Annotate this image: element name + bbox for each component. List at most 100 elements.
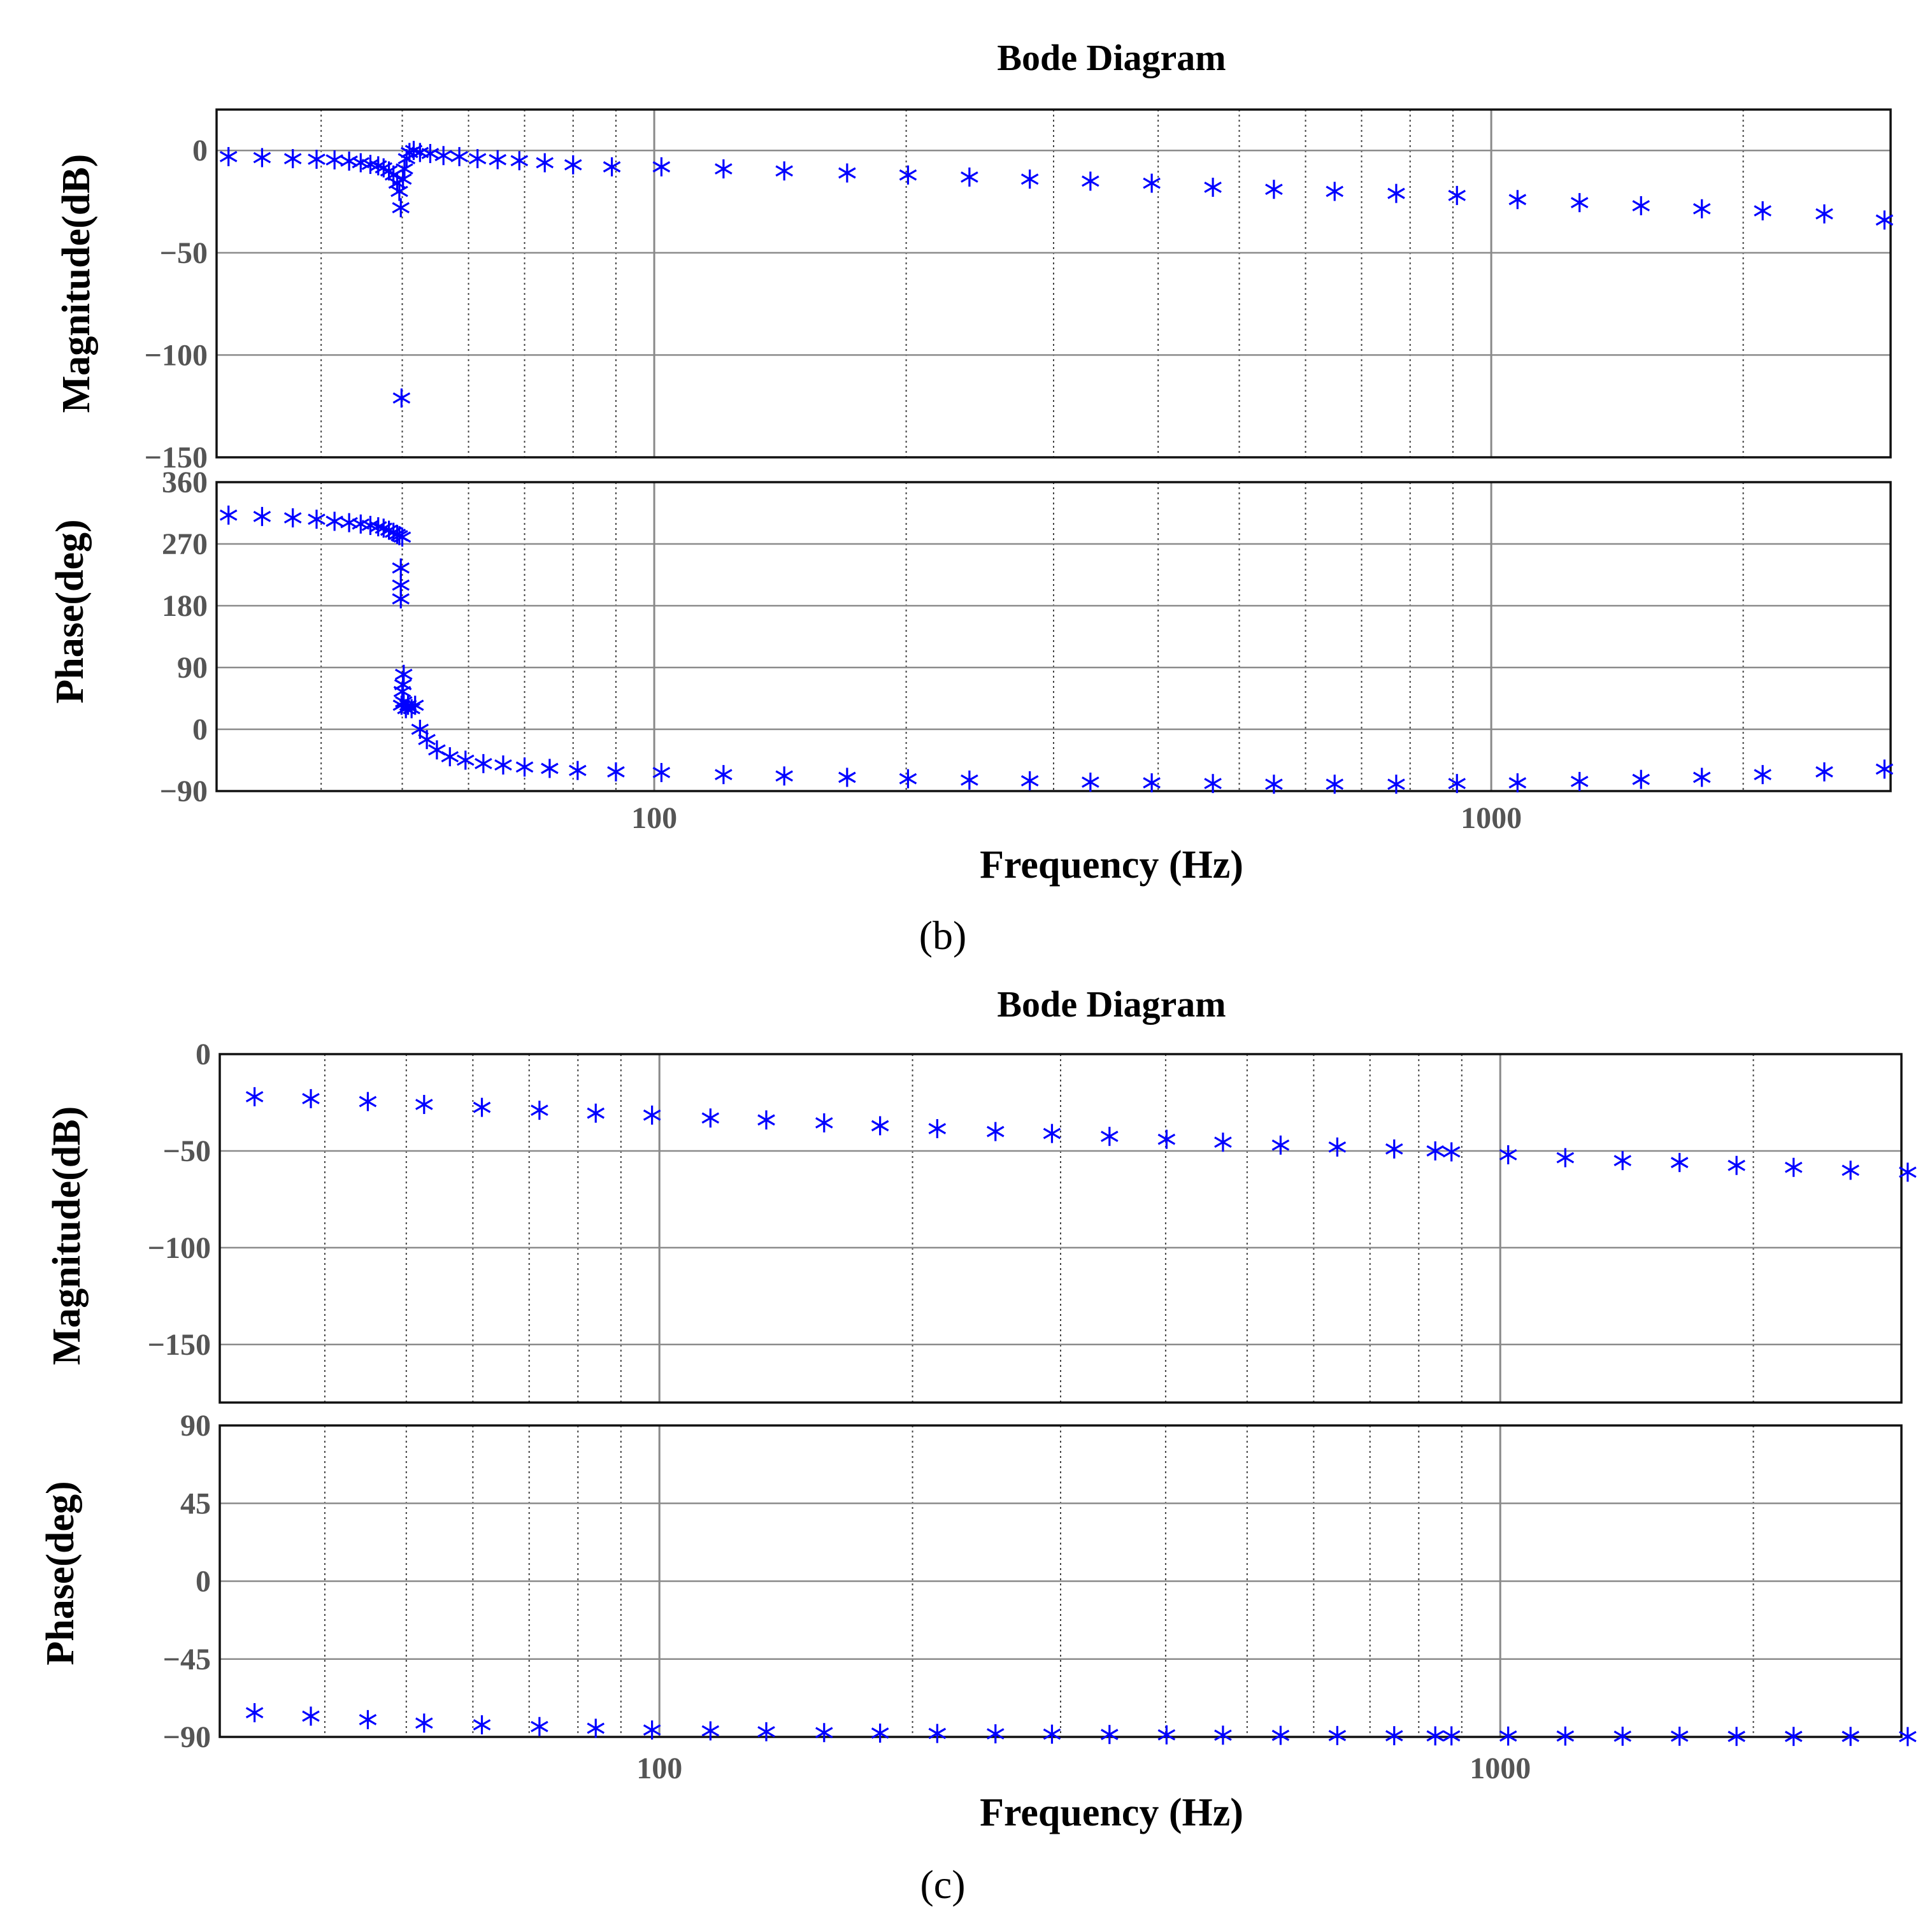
data-point — [1426, 1726, 1444, 1746]
data-point — [515, 757, 534, 777]
magnitude-plot-c: 0 −50 −100 −150 — [148, 1038, 1917, 1404]
y-tick-label: −100 — [148, 1231, 211, 1265]
data-point — [1442, 1726, 1461, 1746]
y-tick-label: 270 — [162, 527, 208, 561]
data-point — [536, 153, 554, 173]
magnitude-ylabel-c: Magnitude(dB) — [45, 1106, 89, 1365]
data-point — [1784, 1727, 1803, 1746]
data-point — [1728, 1727, 1745, 1746]
data-point — [1385, 1139, 1403, 1159]
data-point — [899, 769, 917, 789]
data-point — [986, 1724, 1005, 1744]
chart-title-c: Bode Diagram — [997, 983, 1226, 1025]
data-point — [757, 1110, 775, 1130]
data-point — [1082, 772, 1099, 792]
data-point — [326, 150, 343, 170]
y-tick-label: 90 — [177, 651, 208, 685]
data-point — [308, 510, 326, 529]
data-point — [489, 150, 507, 169]
data-point — [415, 1095, 433, 1115]
y-tick-label: −90 — [163, 1720, 211, 1754]
data-point — [1754, 765, 1771, 785]
data-point — [1670, 1153, 1689, 1173]
data-point — [302, 1706, 320, 1726]
data-point — [1692, 199, 1711, 218]
data-point — [1043, 1124, 1061, 1143]
data-point — [219, 146, 238, 166]
data-point — [1204, 774, 1222, 794]
data-point — [245, 1087, 264, 1106]
data-point — [392, 589, 410, 609]
data-point — [253, 506, 271, 526]
caption-b: (b) — [919, 913, 967, 958]
data-point — [1670, 1726, 1689, 1746]
plot-frame — [215, 481, 1892, 792]
data-point — [1214, 1132, 1232, 1152]
data-point — [1556, 1726, 1575, 1746]
data-point — [1100, 1725, 1119, 1745]
y-tick-label: 0 — [196, 1565, 211, 1599]
data-point — [1448, 774, 1466, 794]
data-point — [1875, 759, 1894, 779]
y-tick-label: −45 — [163, 1643, 211, 1676]
data-point — [701, 1721, 720, 1741]
data-point — [1632, 769, 1650, 789]
data-point — [1326, 182, 1344, 201]
y-tick-label: −150 — [148, 1328, 211, 1362]
data-point — [986, 1122, 1005, 1141]
data-point — [775, 161, 793, 181]
data-point — [564, 155, 582, 175]
data-point — [394, 169, 412, 189]
data-point — [283, 149, 302, 169]
phase-plot-c: 90 45 0 −45 −90 100 1000 — [163, 1409, 1917, 1785]
data-point — [1157, 1725, 1176, 1745]
data-point — [1508, 190, 1527, 210]
data-point — [1899, 1727, 1917, 1746]
data-point — [1815, 204, 1833, 224]
data-point — [392, 198, 410, 218]
magnitude-plot-b: 0 −50 −100 −150 — [145, 108, 1894, 475]
data-point — [961, 770, 978, 790]
data-point — [1020, 169, 1039, 189]
y-tick-label: 90 — [180, 1409, 211, 1443]
data-point — [715, 765, 733, 785]
data-point — [1875, 210, 1894, 230]
data-point — [715, 159, 733, 179]
data-point — [1143, 173, 1161, 193]
xlabel-b: Frequency (Hz) — [980, 843, 1243, 887]
data-point — [1570, 771, 1589, 791]
data-point — [1508, 773, 1527, 793]
phase-ylabel-c: Phase(deg) — [39, 1481, 82, 1665]
bode-diagram-c: Bode Diagram 0 −50 −100 −150 90 45 0 −45 −90 100… — [39, 983, 1917, 1907]
data-point — [928, 1724, 947, 1743]
data-point — [1570, 193, 1589, 213]
data-point — [1556, 1148, 1575, 1168]
data-point — [302, 1089, 320, 1108]
data-point — [456, 750, 475, 770]
data-point — [359, 1710, 377, 1729]
data-point — [406, 696, 424, 715]
data-point — [392, 388, 411, 408]
data-point — [587, 1718, 605, 1738]
data-point — [1387, 183, 1405, 203]
data-point — [418, 730, 436, 750]
data-point — [1499, 1145, 1517, 1165]
data-point — [871, 1116, 889, 1136]
data-point — [569, 760, 587, 780]
data-point — [757, 1722, 775, 1741]
data-point — [899, 165, 917, 185]
data-point — [1842, 1160, 1859, 1180]
plot-frame — [215, 108, 1892, 459]
data-point — [1214, 1725, 1232, 1745]
data-point — [871, 1724, 889, 1743]
data-point — [587, 1103, 605, 1123]
data-point — [475, 753, 492, 773]
data-point — [1842, 1727, 1859, 1746]
data-point — [607, 762, 625, 782]
data-point — [1784, 1157, 1803, 1177]
data-point — [253, 148, 271, 168]
data-point — [1100, 1127, 1119, 1146]
data-point — [838, 163, 856, 183]
data-point — [928, 1118, 947, 1138]
data-point — [1899, 1162, 1917, 1182]
